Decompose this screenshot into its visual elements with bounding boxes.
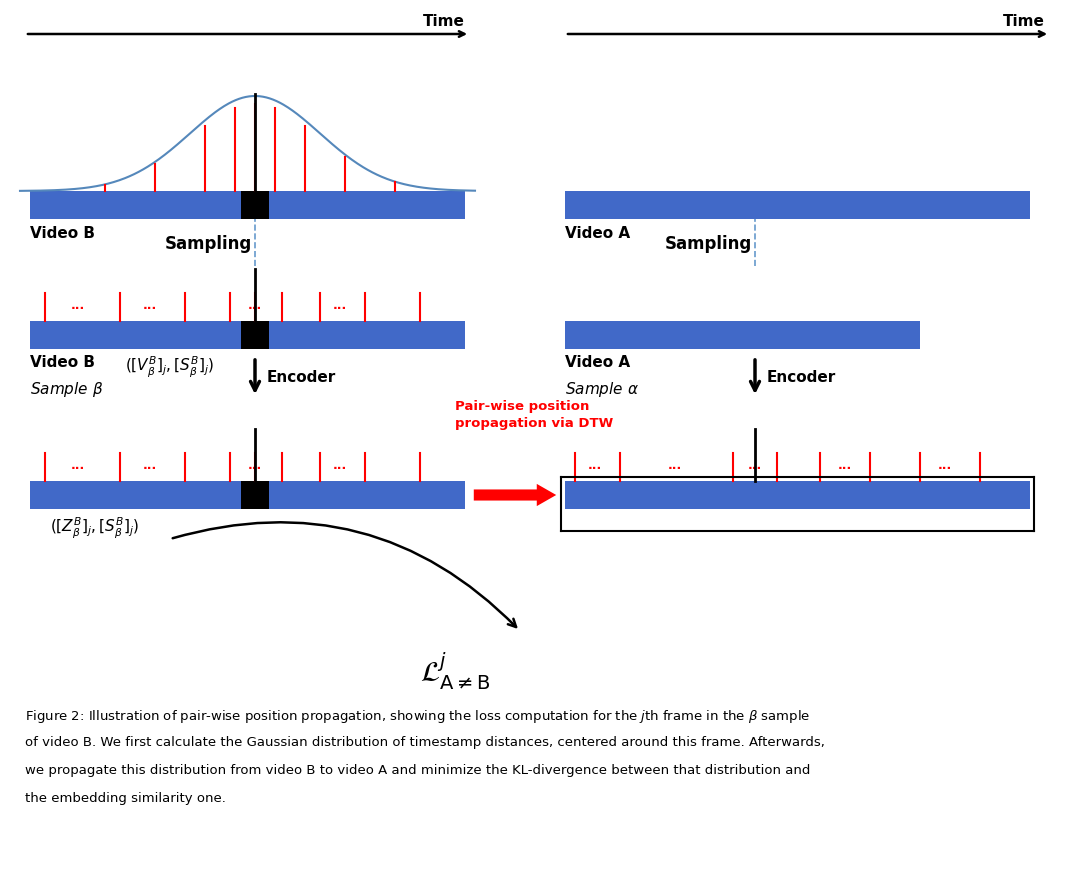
Text: Sample $\alpha$: Sample $\alpha$	[565, 380, 639, 399]
Text: Figure 2: Illustration of pair-wise position propagation, showing the loss compu: Figure 2: Illustration of pair-wise posi…	[25, 707, 810, 724]
Text: Time: Time	[423, 14, 465, 29]
Text: Pair-wise position
propagation via DTW: Pair-wise position propagation via DTW	[455, 400, 613, 429]
Text: ...: ...	[333, 459, 347, 472]
Text: Video B: Video B	[30, 355, 95, 369]
Text: Encoder: Encoder	[767, 370, 836, 385]
Text: ...: ...	[248, 299, 262, 312]
Text: ...: ...	[588, 459, 603, 472]
Bar	[565, 322, 920, 349]
Bar	[241, 322, 269, 349]
Text: ...: ...	[71, 459, 85, 472]
Bar	[241, 192, 269, 220]
Text: Sampling: Sampling	[665, 235, 753, 253]
Text: Sample $\beta$: Sample $\beta$	[30, 380, 104, 399]
Text: ...: ...	[937, 459, 953, 472]
Text: ...: ...	[333, 299, 347, 312]
FancyArrowPatch shape	[173, 522, 516, 627]
Text: of video B. We first calculate the Gaussian distribution of timestamp distances,: of video B. We first calculate the Gauss…	[25, 735, 825, 748]
Text: Time: Time	[1003, 14, 1045, 29]
Bar	[565, 192, 1030, 220]
Text: ...: ...	[71, 299, 85, 312]
Text: ...: ...	[143, 299, 157, 312]
Text: $([Z^B_\beta]_j, [S^B_\beta]_j)$: $([Z^B_\beta]_j, [S^B_\beta]_j)$	[50, 515, 139, 541]
Text: we propagate this distribution from video B to video A and minimize the KL-diver: we propagate this distribution from vide…	[25, 763, 810, 776]
Text: $\mathcal{L}^j_{\mathrm{A{\neq}B}}$: $\mathcal{L}^j_{\mathrm{A{\neq}B}}$	[420, 649, 490, 691]
Text: Video B: Video B	[30, 226, 95, 241]
Bar	[241, 481, 269, 509]
Text: Video A: Video A	[565, 226, 630, 241]
Text: Sampling: Sampling	[165, 235, 253, 253]
Text: ...: ...	[838, 459, 852, 472]
Text: $([V^B_\beta]_j, [S^B_\beta]_j)$: $([V^B_\beta]_j, [S^B_\beta]_j)$	[125, 355, 214, 380]
Text: ...: ...	[248, 459, 262, 472]
Text: Encoder: Encoder	[267, 370, 336, 385]
Bar	[30, 481, 465, 509]
Bar	[565, 481, 1030, 509]
Text: Video A: Video A	[565, 355, 630, 369]
Text: ...: ...	[747, 459, 762, 472]
Bar	[30, 192, 465, 220]
Text: the embedding similarity one.: the embedding similarity one.	[25, 791, 226, 804]
Text: ...: ...	[667, 459, 683, 472]
Text: ...: ...	[143, 459, 157, 472]
Bar	[30, 322, 465, 349]
